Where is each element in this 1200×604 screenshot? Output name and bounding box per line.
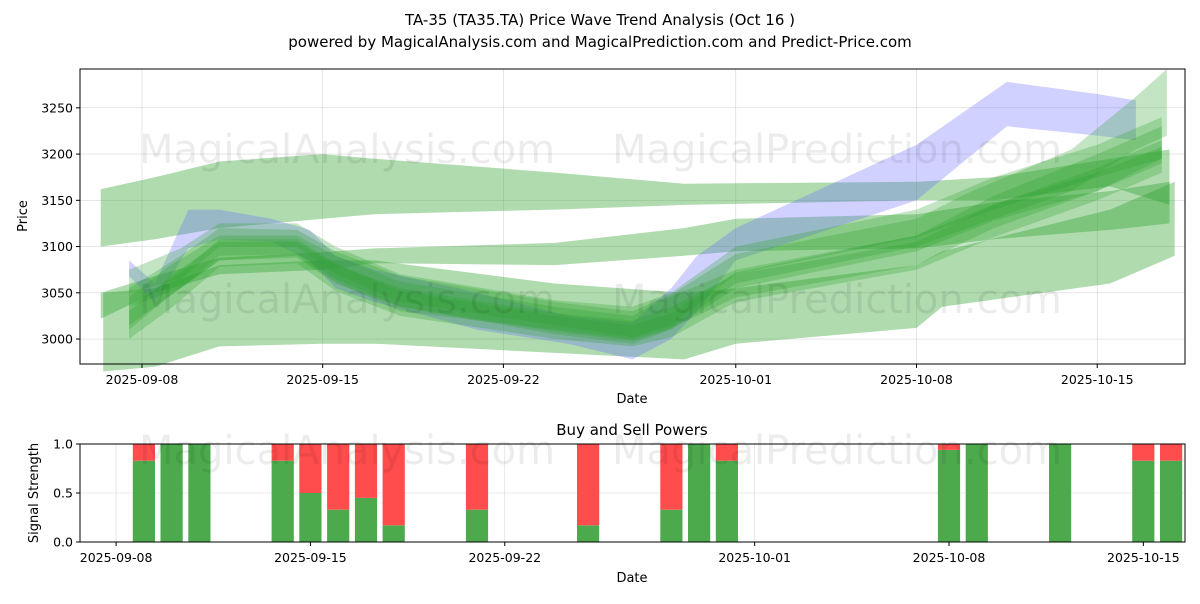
sell-bar-13 <box>937 444 961 450</box>
price-x-axis: 2025-09-08 2025-09-15 2025-09-22 2025-10-01… <box>106 364 1134 387</box>
bars-watermarks: MagicalAnalysis.com MagicalPrediction.co… <box>139 428 1062 474</box>
price-x-tick-label-4: 2025-10-08 <box>880 372 953 387</box>
buy-bar-15 <box>1049 444 1072 542</box>
price-band-mid-band <box>100 181 1170 319</box>
bars-x-tick-label-0: 2025-09-08 <box>80 550 153 565</box>
price-x-tick-label-1: 2025-09-15 <box>286 372 359 387</box>
buy-bar-8 <box>465 509 489 542</box>
price-band-blue-band <box>129 81 1136 360</box>
chart-title: TA-35 (TA35.TA) Price Wave Trend Analysi… <box>404 11 795 29</box>
watermark-analysis-bottom: MagicalAnalysis.com <box>139 428 555 474</box>
price-band-wave-2 <box>129 140 1162 347</box>
buy-bar-10 <box>660 509 683 542</box>
buy-bar-1 <box>160 444 183 542</box>
bars-y-tick-label-1: 0.5 <box>53 486 73 501</box>
buy-bar-9 <box>577 525 600 542</box>
watermark-prediction-bottom: MagicalPrediction.com <box>612 428 1062 474</box>
buy-bar-2 <box>188 444 211 542</box>
price-x-tick-label-5: 2025-10-15 <box>1061 372 1134 387</box>
sell-bar-12 <box>715 444 738 461</box>
sell-bar-7 <box>382 444 405 526</box>
sell-bar-16 <box>1132 444 1155 461</box>
sell-bar-8 <box>465 444 489 510</box>
price-y-tick-label-1: 3050 <box>41 285 73 300</box>
bars-x-tick-label-2: 2025-09-22 <box>468 550 541 565</box>
bars-x-axis: 2025-09-08 2025-09-15 2025-09-22 2025-10-01… <box>80 542 1180 565</box>
buy-bar-4 <box>299 493 322 542</box>
buy-bar-6 <box>354 497 378 542</box>
price-x-tick-label-3: 2025-10-01 <box>699 372 772 387</box>
bars-y-tick-label-0: 0.0 <box>53 535 73 550</box>
price-y-axis-label: Price <box>16 200 31 232</box>
price-plot-frame <box>79 68 1186 365</box>
bars-x-tick-label-4: 2025-10-08 <box>913 550 986 565</box>
buy-bar-13 <box>937 449 961 542</box>
bars-y-tick-label-2: 1.0 <box>53 437 73 452</box>
price-band-wave-4 <box>129 117 1162 338</box>
price-band-lower-band <box>103 181 1175 372</box>
bars-x-axis-label: Date <box>616 571 647 586</box>
sell-bar-3 <box>271 444 294 461</box>
buy-bar-5 <box>327 509 350 542</box>
bars-x-tick-label-1: 2025-09-15 <box>274 550 347 565</box>
bars-series <box>132 444 1183 542</box>
price-band-wave-1 <box>129 126 1162 344</box>
buy-bar-7 <box>382 525 405 542</box>
price-watermarks: MagicalAnalysis.com MagicalPrediction.co… <box>139 127 1062 323</box>
price-band-mean-wave <box>129 146 1162 341</box>
buy-bar-11 <box>688 444 711 542</box>
price-x-tick-label-0: 2025-09-08 <box>106 372 179 387</box>
watermark-analysis-top: MagicalAnalysis.com <box>139 127 555 173</box>
price-y-tick-label-4: 3200 <box>41 147 73 162</box>
sell-bar-10 <box>660 444 683 510</box>
watermark-analysis-mid: MagicalAnalysis.com <box>139 277 555 323</box>
sell-bar-17 <box>1160 444 1183 461</box>
bars-x-tick-label-5: 2025-10-15 <box>1107 550 1180 565</box>
buy-bar-17 <box>1160 460 1183 542</box>
bars-y-axis: 0.0 0.5 1.0 <box>53 437 80 550</box>
price-x-tick-label-2: 2025-09-22 <box>467 372 540 387</box>
buy-bar-12 <box>715 460 738 542</box>
bars-y-axis-label: Signal Strength <box>27 443 42 543</box>
bars-title: Buy and Sell Powers <box>556 421 708 439</box>
price-y-tick-label-0: 3000 <box>41 332 73 347</box>
price-y-tick-label-5: 3250 <box>41 100 73 115</box>
sell-bar-9 <box>577 444 600 526</box>
watermark-prediction-top: MagicalPrediction.com <box>612 127 1062 173</box>
price-x-axis-label: Date <box>616 392 647 407</box>
price-y-axis: 3000 3050 3100 3150 3200 3250 <box>41 100 80 347</box>
sell-bar-5 <box>327 444 350 510</box>
buy-bar-3 <box>271 460 294 542</box>
watermark-prediction-mid: MagicalPrediction.com <box>612 277 1062 323</box>
sell-bar-0 <box>132 444 155 461</box>
buy-bar-14 <box>965 444 988 542</box>
price-bands <box>100 69 1175 372</box>
chart-subtitle: powered by MagicalAnalysis.com and Magic… <box>288 33 912 51</box>
buy-bar-16 <box>1132 460 1155 542</box>
price-grid <box>80 69 1185 364</box>
sell-bar-4 <box>299 444 322 493</box>
price-y-tick-label-2: 3100 <box>41 239 73 254</box>
buy-bar-0 <box>132 460 155 542</box>
price-y-tick-label-3: 3150 <box>41 193 73 208</box>
price-band-wide-upper-band <box>100 149 1170 247</box>
bars-x-tick-label-3: 2025-10-01 <box>718 550 791 565</box>
sell-bar-6 <box>354 444 378 498</box>
price-band-wave-3 <box>129 69 1167 339</box>
